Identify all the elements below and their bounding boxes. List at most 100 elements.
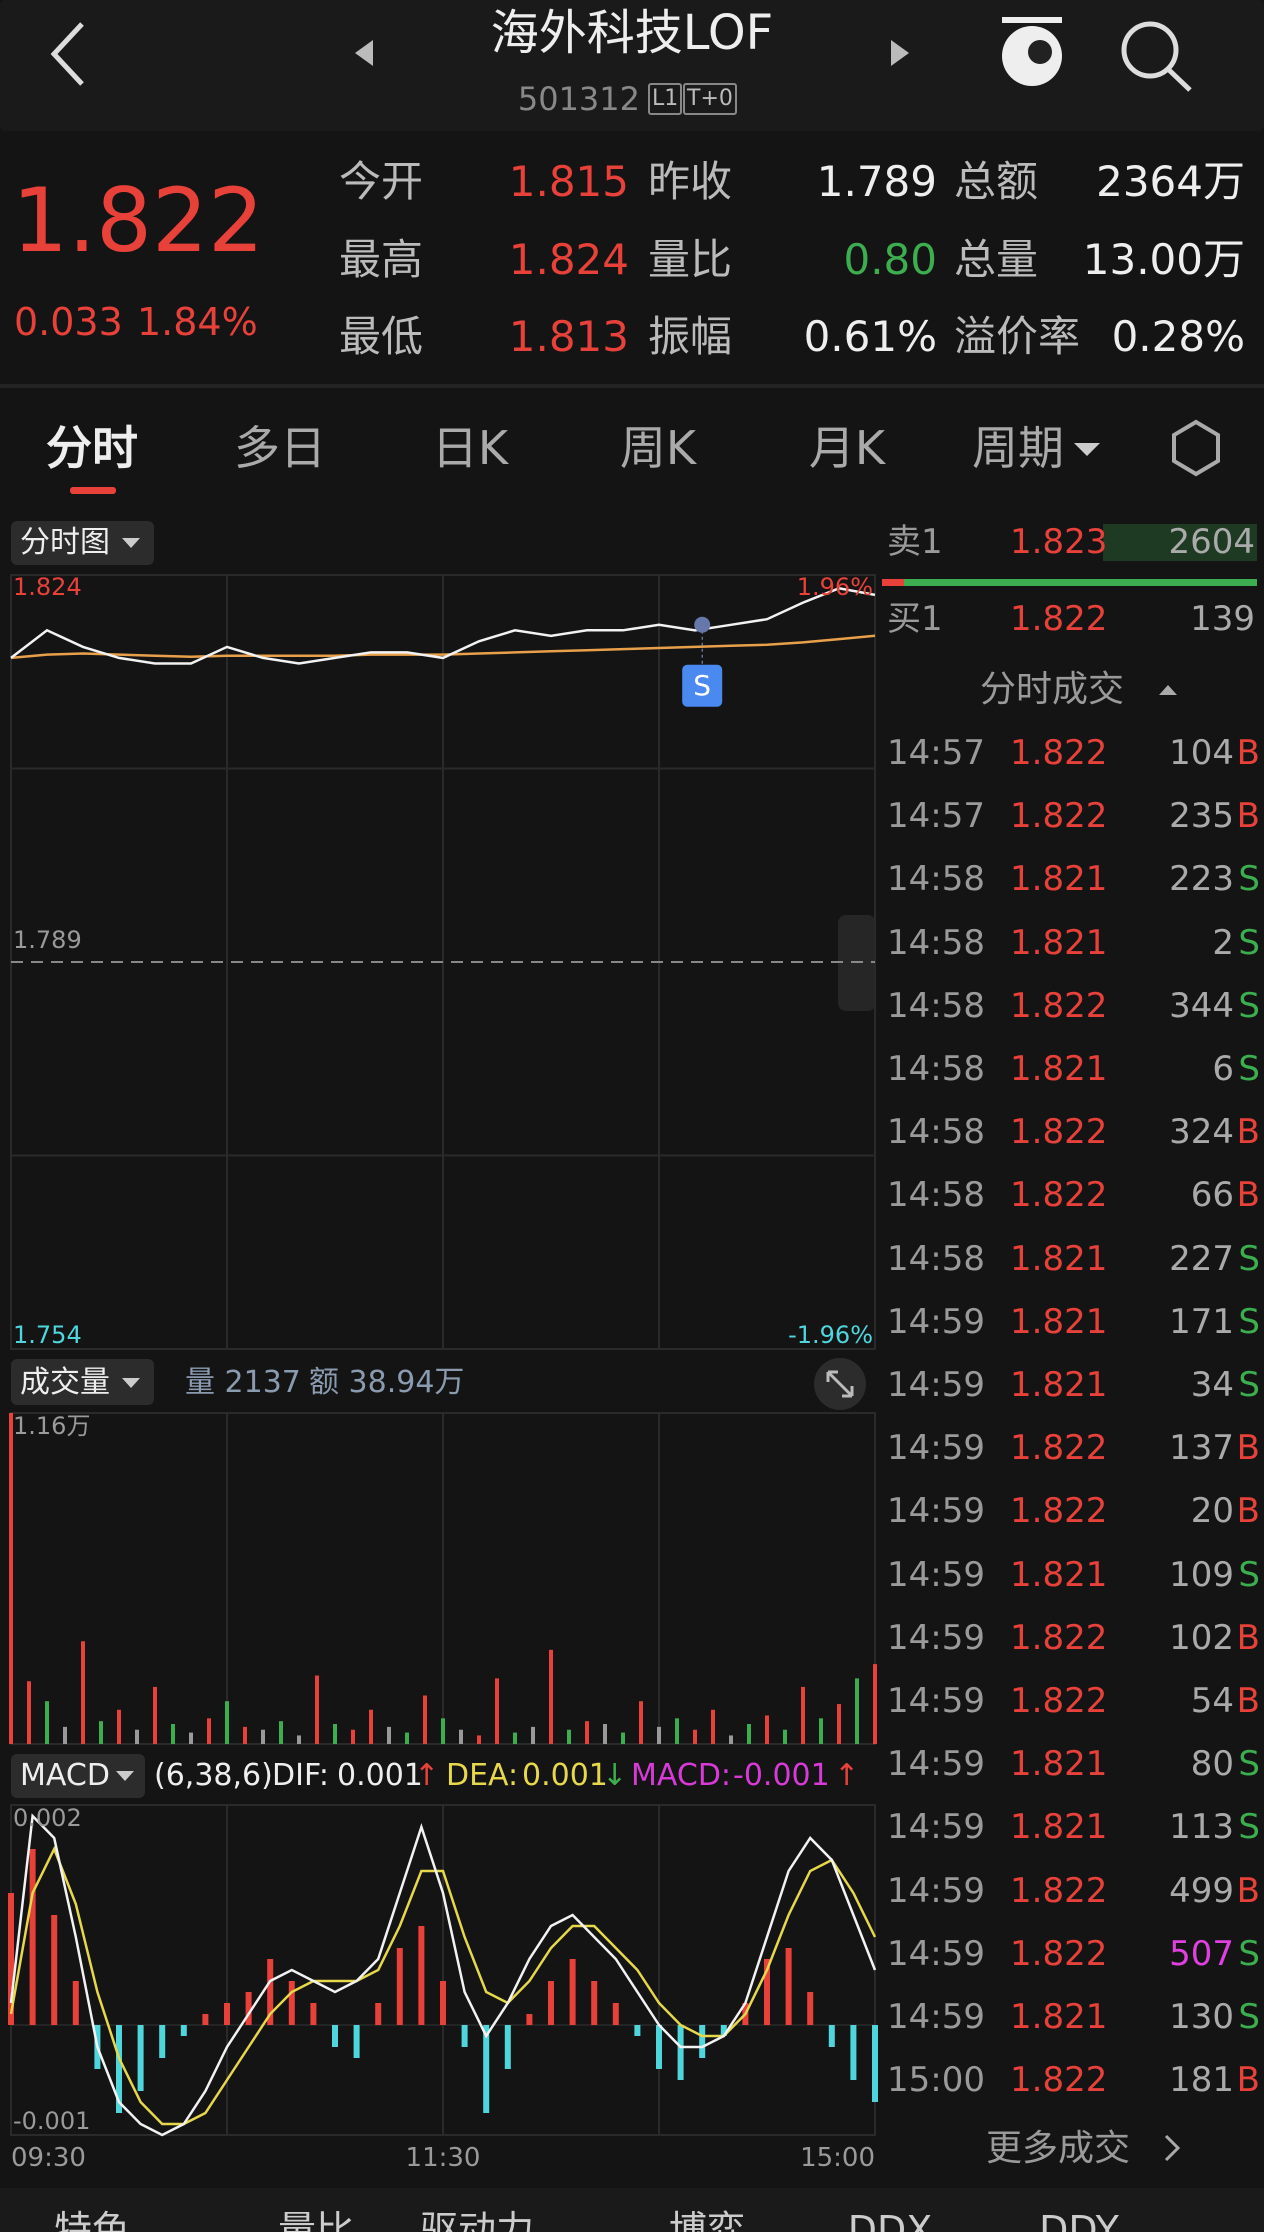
trade-time: 14:58 bbox=[887, 1049, 985, 1089]
volume-bar bbox=[405, 1732, 409, 1744]
prev-button[interactable] bbox=[355, 40, 373, 66]
trade-price: 1.822 bbox=[1010, 1933, 1108, 1974]
book-label: 卖1 bbox=[887, 522, 943, 562]
macd-bar bbox=[116, 2025, 122, 2113]
dropdown-icon bbox=[122, 538, 140, 548]
dropdown-icon bbox=[122, 1378, 140, 1388]
y2-tick-label: -1.96% bbox=[788, 1321, 873, 1349]
badge: T+0 bbox=[683, 83, 737, 115]
macd-bar bbox=[159, 2025, 166, 2058]
tab[interactable]: 分时 bbox=[46, 421, 138, 475]
macd-bar bbox=[699, 2025, 706, 2058]
volume-bar bbox=[747, 1724, 751, 1744]
stat-label: 今开 bbox=[339, 157, 424, 206]
macd-bar bbox=[656, 2025, 662, 2069]
settings-button[interactable] bbox=[1172, 419, 1220, 477]
trade-time: 14:59 bbox=[887, 1933, 985, 1974]
trade-time: 14:59 bbox=[887, 1428, 985, 1469]
trade-side: S bbox=[1238, 1744, 1260, 1785]
volume-bar bbox=[279, 1721, 283, 1744]
stat-label: 量比 bbox=[648, 235, 733, 284]
macd-bar bbox=[180, 2025, 187, 2036]
tab[interactable]: 月K bbox=[808, 421, 886, 475]
back-button[interactable] bbox=[50, 22, 84, 86]
annotation-badge bbox=[682, 664, 723, 707]
volume-bar bbox=[711, 1709, 715, 1744]
trade-side: S bbox=[1238, 859, 1260, 900]
annotation-text: S bbox=[693, 668, 712, 702]
stat-value: 13.00万 bbox=[1082, 235, 1245, 284]
sell-volume-bg bbox=[1103, 524, 1257, 561]
volume-bar bbox=[783, 1729, 787, 1744]
macd-bar bbox=[612, 2003, 619, 2025]
volume-bar bbox=[639, 1701, 643, 1744]
trade-volume: 499 bbox=[1169, 1870, 1234, 1911]
change-pct: 1.84% bbox=[137, 300, 258, 344]
search-button[interactable] bbox=[1121, 21, 1192, 92]
trade-time: 14:59 bbox=[887, 1617, 985, 1658]
trade-volume: 137 bbox=[1169, 1428, 1234, 1469]
trade-side: S bbox=[1238, 1554, 1260, 1595]
trade-side: B bbox=[1236, 796, 1260, 837]
trade-volume: 66 bbox=[1190, 1175, 1234, 1216]
trade-volume: 223 bbox=[1169, 859, 1234, 900]
trade-side: S bbox=[1238, 1301, 1260, 1342]
tab[interactable]: 周K bbox=[619, 421, 697, 475]
macd-bar bbox=[591, 1981, 598, 2025]
divider bbox=[0, 384, 1264, 388]
trade-side: S bbox=[1238, 922, 1260, 963]
trade-volume: 171 bbox=[1169, 1301, 1234, 1342]
tab[interactable]: 多日 bbox=[234, 421, 326, 475]
indicator-value: -0.001 bbox=[733, 1758, 830, 1793]
volume-bar bbox=[585, 1721, 589, 1744]
volume-bar bbox=[837, 1704, 841, 1744]
indicator-value: 0.001 bbox=[522, 1758, 608, 1793]
indicator-value: DEA: bbox=[446, 1758, 519, 1793]
change: 0.033 bbox=[14, 300, 123, 344]
y-tick-label: 0.002 bbox=[13, 1804, 82, 1832]
macd-bar bbox=[267, 1959, 274, 2025]
macd-bar bbox=[245, 1992, 252, 2025]
trade-price: 1.822 bbox=[1010, 2060, 1108, 2101]
volume-bar bbox=[99, 1721, 103, 1744]
stat-label: 振幅 bbox=[648, 312, 733, 361]
bottom-tab: 量比 bbox=[277, 2208, 355, 2232]
macd-bar bbox=[785, 1948, 792, 2025]
volume-bar bbox=[171, 1724, 175, 1744]
volume-bar bbox=[603, 1724, 607, 1744]
trade-price: 1.822 bbox=[1010, 733, 1108, 773]
macd-bar bbox=[569, 1959, 576, 2025]
trade-price: 1.822 bbox=[1010, 1112, 1108, 1153]
bottom-tab: 驱动力 bbox=[419, 2208, 535, 2232]
trade-time: 14:58 bbox=[887, 1112, 985, 1153]
x-tick-label: 11:30 bbox=[405, 2143, 481, 2173]
next-button[interactable] bbox=[891, 40, 909, 66]
amount-label: 额 38.94万 bbox=[309, 1365, 465, 1400]
macd-bar bbox=[461, 2025, 468, 2047]
stat-label: 总量 bbox=[954, 235, 1039, 284]
tab[interactable]: 日K bbox=[431, 421, 509, 475]
trade-volume: 102 bbox=[1169, 1617, 1234, 1658]
volume-bar bbox=[351, 1729, 355, 1744]
trade-time: 15:00 bbox=[887, 2060, 985, 2101]
title: 海外科技LOF bbox=[490, 5, 774, 61]
tab[interactable]: 周期 bbox=[972, 421, 1064, 475]
dropdown-icon bbox=[116, 1771, 134, 1781]
trade-side: S bbox=[1238, 1807, 1260, 1848]
more-arrow bbox=[1164, 2134, 1181, 2162]
macd-bar bbox=[483, 2025, 490, 2113]
macd-bar bbox=[418, 1926, 425, 2025]
bottom-tab: DDY bbox=[1039, 2208, 1119, 2232]
y-tick-label: 1.16万 bbox=[13, 1412, 91, 1440]
series-line bbox=[10, 587, 876, 665]
volume-bar bbox=[729, 1735, 733, 1744]
expand-button[interactable] bbox=[814, 1358, 866, 1410]
mascot-icon[interactable] bbox=[1002, 17, 1062, 86]
stat-label: 最高 bbox=[339, 235, 424, 284]
macd-bar bbox=[764, 1959, 770, 2025]
trade-price: 1.821 bbox=[1010, 1997, 1108, 2037]
macd-bar bbox=[677, 2025, 684, 2080]
more-trades[interactable]: 更多成交 bbox=[985, 2128, 1131, 2169]
volume-bar bbox=[207, 1718, 211, 1744]
